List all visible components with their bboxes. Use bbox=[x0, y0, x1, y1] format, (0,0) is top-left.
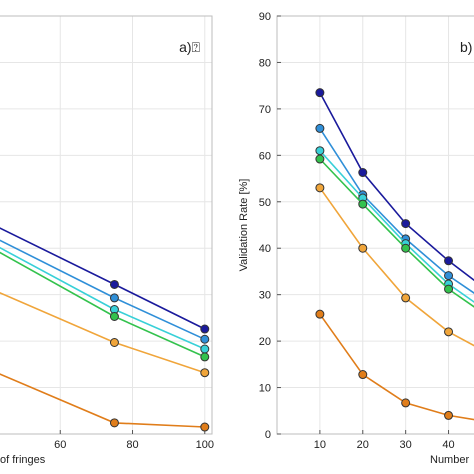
x-tick-label: 10 bbox=[314, 439, 326, 451]
y-tick-label: 20 bbox=[259, 336, 271, 348]
data-point bbox=[444, 284, 454, 294]
data-point bbox=[200, 324, 210, 334]
series-line bbox=[0, 227, 206, 330]
x-tick-label: 40 bbox=[442, 439, 454, 451]
data-point bbox=[200, 352, 210, 362]
y-tick-label: 10 bbox=[259, 383, 271, 395]
x-tick-label: 100 bbox=[196, 439, 214, 451]
y-tick-label: 40 bbox=[259, 243, 271, 255]
axes-box bbox=[276, 15, 474, 435]
data-point bbox=[315, 183, 325, 193]
y-tick-label: 0 bbox=[265, 429, 271, 441]
panel-label: b) bbox=[460, 39, 472, 55]
data-point bbox=[358, 243, 368, 253]
data-point bbox=[444, 256, 454, 266]
y-tick-label: 60 bbox=[259, 150, 271, 162]
data-point bbox=[109, 418, 119, 428]
data-point bbox=[315, 154, 325, 164]
data-point bbox=[444, 327, 454, 337]
data-point bbox=[200, 368, 210, 378]
axes-box bbox=[0, 15, 213, 435]
data-point bbox=[358, 370, 368, 380]
data-point bbox=[109, 311, 119, 321]
data-point bbox=[315, 309, 325, 319]
y-tick-label: 30 bbox=[259, 290, 271, 302]
data-point bbox=[315, 88, 325, 98]
panel-b: 10203040500102030405060708090Validation … bbox=[238, 11, 474, 466]
series-line bbox=[0, 251, 206, 358]
y-axis-label: Validation Rate [%] bbox=[238, 179, 250, 272]
data-point bbox=[109, 338, 119, 348]
y-tick-label: 70 bbox=[259, 104, 271, 116]
x-tick-label: 20 bbox=[357, 439, 369, 451]
data-point bbox=[358, 199, 368, 209]
data-point bbox=[109, 279, 119, 289]
x-tick-label: 30 bbox=[400, 439, 412, 451]
data-point bbox=[444, 410, 454, 420]
y-tick-label: 90 bbox=[259, 11, 271, 23]
data-point bbox=[315, 146, 325, 156]
y-tick-label: 80 bbox=[259, 57, 271, 69]
data-point bbox=[200, 422, 210, 432]
x-axis-label: Number bbox=[430, 454, 469, 466]
x-axis-label: of fringes bbox=[0, 454, 46, 466]
series-line bbox=[0, 373, 205, 428]
panel-a: 60 80 100 of fringes a)⍰ bbox=[0, 15, 214, 466]
data-point bbox=[109, 293, 119, 303]
x-tick-label: 60 bbox=[54, 439, 66, 451]
data-point bbox=[444, 271, 454, 281]
data-point bbox=[200, 344, 210, 354]
data-point bbox=[401, 219, 411, 229]
series-line bbox=[0, 239, 206, 341]
y-tick-label: 50 bbox=[259, 197, 271, 209]
data-point bbox=[200, 334, 210, 344]
data-point bbox=[401, 398, 411, 408]
data-point bbox=[401, 243, 411, 253]
series-line bbox=[0, 292, 206, 374]
x-tick-label: 80 bbox=[126, 439, 138, 451]
data-point bbox=[358, 168, 368, 178]
panel-label: a)⍰ bbox=[179, 39, 200, 55]
data-point bbox=[401, 293, 411, 303]
data-point bbox=[315, 123, 325, 133]
